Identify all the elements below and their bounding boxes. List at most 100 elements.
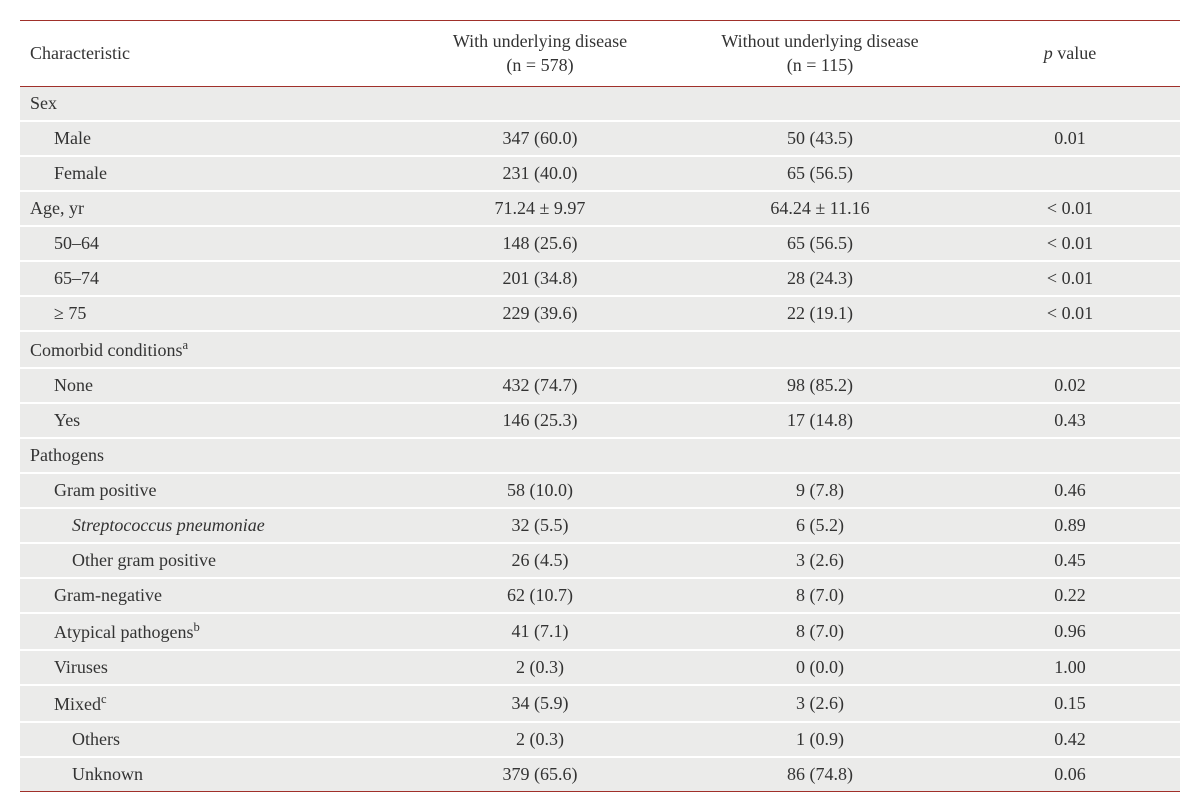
row-label: Streptococcus pneumoniae [20,508,400,543]
cell-with [400,86,680,121]
row-label: Age, yr [20,191,400,226]
row-label-text: None [30,375,93,395]
row-label-text: 50–64 [30,233,99,253]
col-header-pvalue: p value [960,21,1180,87]
table-row: Streptococcus pneumoniae32 (5.5)6 (5.2)0… [20,508,1180,543]
cell-pvalue: < 0.01 [960,296,1180,331]
row-label-text: Viruses [30,657,108,677]
pvalue-p: p [1044,43,1053,63]
row-label-text: Gram positive [30,480,156,500]
cell-with: 62 (10.7) [400,578,680,613]
row-label: Pathogens [20,438,400,473]
row-label-text: Sex [30,93,57,113]
table-body: Sex Male347 (60.0)50 (43.5)0.01Female231 … [20,86,1180,791]
cell-with: 229 (39.6) [400,296,680,331]
row-label: Atypical pathogensb [20,613,400,650]
row-label-text: ≥ 75 [30,303,86,323]
cell-with: 148 (25.6) [400,226,680,261]
row-label: Mixedc [20,685,400,722]
row-label: Unknown [20,757,400,792]
cell-with [400,331,680,368]
cell-without: 65 (56.5) [680,226,960,261]
table-row: Viruses 2 (0.3)0 (0.0)1.00 [20,650,1180,685]
row-label-text: Pathogens [30,445,104,465]
table-row: Pathogens [20,438,1180,473]
cell-pvalue [960,438,1180,473]
cell-pvalue [960,86,1180,121]
cell-pvalue: < 0.01 [960,226,1180,261]
cell-with: 2 (0.3) [400,722,680,757]
table-row: Other gram positive26 (4.5)3 (2.6)0.45 [20,543,1180,578]
row-label: Viruses [20,650,400,685]
cell-pvalue: 0.46 [960,473,1180,508]
col-header-with-line1: With underlying disease [453,31,627,51]
cell-without: 8 (7.0) [680,578,960,613]
cell-without: 22 (19.1) [680,296,960,331]
cell-without: 8 (7.0) [680,613,960,650]
table-row: Mixedc34 (5.9)3 (2.6)0.15 [20,685,1180,722]
row-label: 65–74 [20,261,400,296]
table-row: Comorbid conditionsa [20,331,1180,368]
cell-pvalue [960,156,1180,191]
cell-pvalue: < 0.01 [960,191,1180,226]
cell-pvalue: 0.89 [960,508,1180,543]
cell-pvalue: 0.06 [960,757,1180,792]
cell-without: 50 (43.5) [680,121,960,156]
col-header-with-line2: (n = 578) [506,55,573,75]
col-header-without: Without underlying disease (n = 115) [680,21,960,87]
table-row: Others2 (0.3)1 (0.9)0.42 [20,722,1180,757]
row-label-text: Age, yr [30,198,84,218]
row-label-superscript: a [183,338,189,352]
cell-with: 41 (7.1) [400,613,680,650]
table-row: 50–64 148 (25.6)65 (56.5)< 0.01 [20,226,1180,261]
cell-without: 3 (2.6) [680,685,960,722]
comparison-table: Characteristic With underlying disease (… [20,20,1180,792]
cell-with: 347 (60.0) [400,121,680,156]
table-row: Atypical pathogensb41 (7.1)8 (7.0)0.96 [20,613,1180,650]
cell-without: 65 (56.5) [680,156,960,191]
table-row: Yes146 (25.3)17 (14.8)0.43 [20,403,1180,438]
row-label: None [20,368,400,403]
row-label: Female [20,156,400,191]
cell-pvalue [960,331,1180,368]
cell-pvalue: 0.42 [960,722,1180,757]
col-header-without-line1: Without underlying disease [721,31,918,51]
cell-without: 0 (0.0) [680,650,960,685]
row-label-text: Female [30,163,107,183]
cell-with [400,438,680,473]
row-label: Yes [20,403,400,438]
row-label-superscript: c [101,692,107,706]
cell-pvalue: 0.15 [960,685,1180,722]
cell-pvalue: 1.00 [960,650,1180,685]
row-label: Other gram positive [20,543,400,578]
cell-with: 2 (0.3) [400,650,680,685]
table-row: ≥ 75 229 (39.6)22 (19.1)< 0.01 [20,296,1180,331]
table-row: Age, yr71.24 ± 9.9764.24 ± 11.16< 0.01 [20,191,1180,226]
cell-with: 201 (34.8) [400,261,680,296]
cell-without: 6 (5.2) [680,508,960,543]
table-row: Sex [20,86,1180,121]
cell-without: 9 (7.8) [680,473,960,508]
row-label: Gram-negative [20,578,400,613]
cell-without: 1 (0.9) [680,722,960,757]
table-row: Gram positive58 (10.0)9 (7.8)0.46 [20,473,1180,508]
row-label: Male [20,121,400,156]
cell-with: 379 (65.6) [400,757,680,792]
cell-without: 98 (85.2) [680,368,960,403]
row-label: Others [20,722,400,757]
table-row: Female231 (40.0)65 (56.5) [20,156,1180,191]
cell-pvalue: 0.01 [960,121,1180,156]
row-label-text: Mixed [30,694,101,714]
cell-with: 71.24 ± 9.97 [400,191,680,226]
row-label-text: Atypical pathogens [30,622,193,642]
row-label-text: Gram-negative [30,585,162,605]
col-header-characteristic: Characteristic [20,21,400,87]
table-header-row: Characteristic With underlying disease (… [20,21,1180,87]
cell-pvalue: 0.96 [960,613,1180,650]
row-label-superscript: b [193,620,199,634]
row-label: 50–64 [20,226,400,261]
cell-without [680,438,960,473]
cell-with: 432 (74.7) [400,368,680,403]
col-header-with: With underlying disease (n = 578) [400,21,680,87]
table-row: 65–74201 (34.8)28 (24.3)< 0.01 [20,261,1180,296]
